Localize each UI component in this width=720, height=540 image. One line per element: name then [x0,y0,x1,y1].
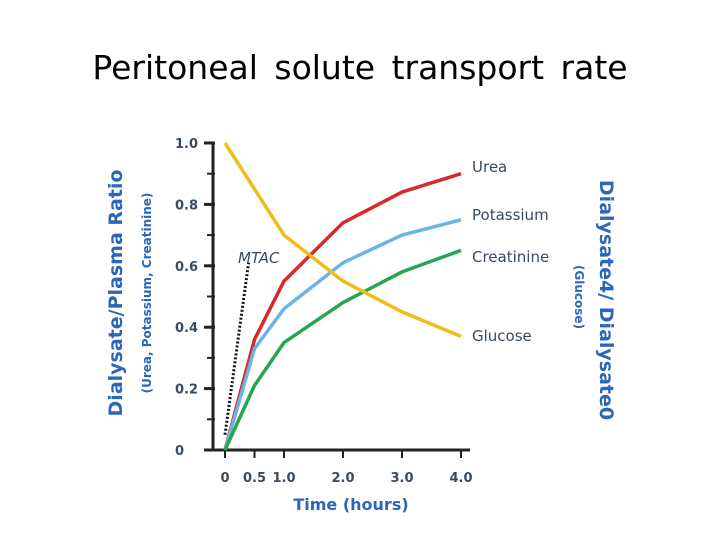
x-tick-label: 3.0 [390,471,413,486]
y-axis-title: Dialysate/Plasma Ratio [105,170,127,417]
chart-annotation: MTAC [223,249,280,435]
x-axis-title: Time (hours) [293,495,408,514]
y2-axis-title: Dialysate4/ Dialysate0 [595,180,617,420]
series-line-urea [223,172,462,451]
y-tick-label: 1.0 [175,137,198,152]
x-tick-label: 2.0 [331,471,354,486]
y2-axis-subtitle: (Glucose) [572,265,586,329]
series-line-potassium [223,218,462,451]
y-tick-label: 0 [175,444,184,459]
series-line-creatinine [223,248,462,451]
legend-label-creatinine: Creatinine [472,248,549,266]
x-tick-label: 1.0 [272,471,295,486]
legend-label-urea: Urea [472,158,507,176]
chart-axes [211,143,470,452]
y-tick-label: 0.4 [175,321,198,336]
x-tick-label: 4.0 [449,471,472,486]
y-tick-label: 0.6 [175,260,198,275]
mtac-slope-line [223,262,251,435]
y-tick-label: 0.8 [175,198,198,213]
x-tick-label: 0.5 [243,471,266,486]
chart-series [223,142,462,451]
chart-legend: Urea Potassium Creatinine Glucose [472,158,549,345]
x-tick-label: 0 [220,471,229,486]
page-title: Peritoneal solute transport rate [92,48,628,87]
legend-label-glucose: Glucose [472,327,532,345]
mtac-label: MTAC [238,249,280,267]
chart-ticks: 0 0.2 0.4 0.6 0.8 1.0 0 0.5 1.0 2.0 3.0 4.0 [175,137,473,486]
y-tick-label: 0.2 [175,383,198,398]
legend-label-potassium: Potassium [472,206,549,224]
series-line-glucose [223,142,462,339]
y-axis-subtitle: (Urea, Potassium, Creatinine) [140,193,154,394]
